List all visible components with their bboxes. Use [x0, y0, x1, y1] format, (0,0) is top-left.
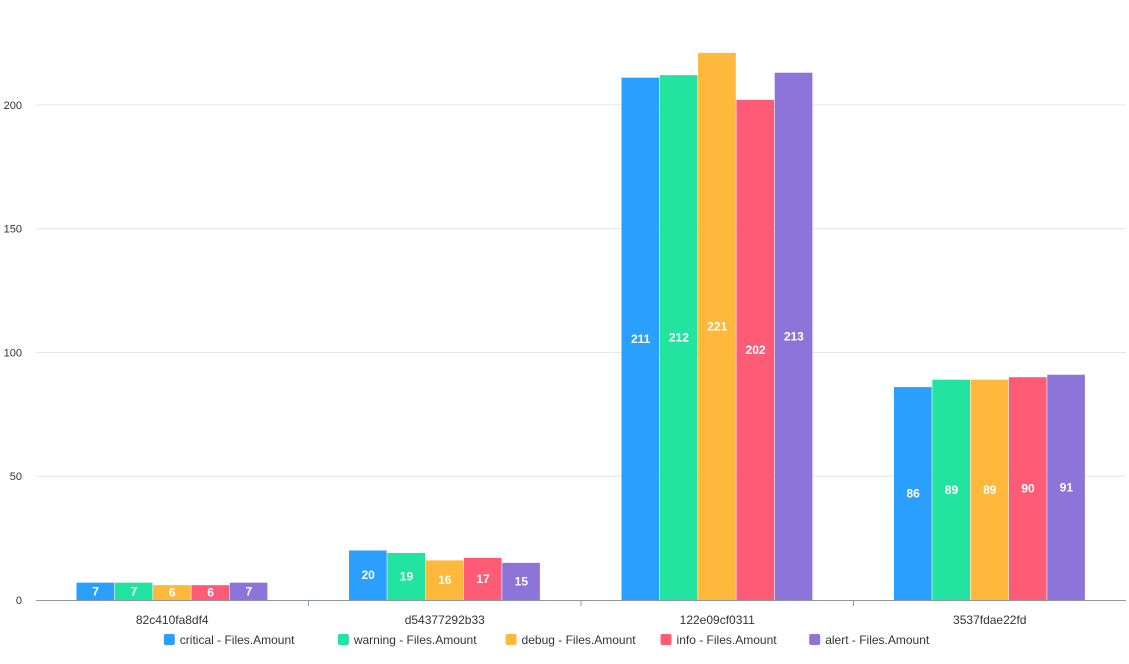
data-label: 89: [983, 483, 997, 497]
data-label: 86: [906, 487, 920, 501]
data-label: 213: [784, 329, 804, 343]
data-label: 16: [438, 573, 452, 587]
bar[interactable]: [1008, 377, 1047, 600]
bar[interactable]: [153, 585, 191, 600]
legend-item[interactable]: alert - Files.Amount: [809, 633, 930, 647]
bar[interactable]: [698, 52, 736, 600]
x-tick-label: 82c410fa8df4: [136, 613, 209, 627]
data-label: 17: [476, 572, 490, 586]
bars: [76, 52, 1085, 600]
bar[interactable]: [387, 552, 425, 600]
bar[interactable]: [349, 550, 387, 600]
legend-swatch: [505, 634, 517, 645]
bar[interactable]: [659, 75, 698, 600]
data-label: 6: [207, 586, 214, 600]
data-label: 15: [515, 574, 529, 588]
x-tick-label: 3537fdae22fd: [953, 613, 1026, 627]
y-tick-label: 50: [10, 471, 22, 483]
data-label: 19: [400, 569, 414, 583]
y-tick-label: 200: [4, 100, 22, 112]
y-tick-label: 100: [4, 347, 22, 359]
bar[interactable]: [894, 387, 932, 600]
legend-item[interactable]: warning - Files.Amount: [337, 633, 477, 647]
bar[interactable]: [191, 585, 230, 600]
data-label: 89: [945, 483, 959, 497]
bar[interactable]: [774, 72, 813, 600]
bar[interactable]: [425, 560, 464, 600]
legend-label: warning - Files.Amount: [353, 633, 477, 647]
legend-swatch: [163, 634, 175, 645]
y-tick-label: 0: [16, 595, 22, 607]
data-label: 91: [1060, 480, 1074, 494]
legend-label: debug - Files.Amount: [522, 633, 637, 647]
data-label: 20: [361, 568, 375, 582]
x-axis: 82c410fa8df4 d54377292b33 122e09cf0311 3537…: [36, 600, 1126, 627]
legend-item[interactable]: info - Files.Amount: [660, 633, 778, 647]
data-labels: 7 7 6 6 7 20 19 16 17 15 211 212 221 202 213 86 89 89 90 91: [92, 319, 1073, 599]
legend-label: info - Files.Amount: [677, 633, 778, 647]
x-tick-label: d54377292b33: [405, 613, 485, 627]
legend-swatch: [337, 634, 349, 645]
bar[interactable]: [1047, 374, 1085, 600]
legend-swatch: [660, 634, 672, 645]
data-label: 90: [1021, 482, 1035, 496]
data-label: 212: [669, 331, 689, 345]
legend-swatch: [809, 634, 821, 645]
data-label: 7: [246, 584, 253, 598]
bar[interactable]: [229, 582, 268, 600]
bar[interactable]: [736, 99, 775, 600]
legend[interactable]: critical - Files.Amount warning - Files.A…: [163, 633, 930, 647]
data-label: 7: [92, 584, 99, 598]
bar[interactable]: [463, 557, 502, 600]
bar[interactable]: [502, 562, 540, 600]
y-tick-label: 150: [4, 224, 22, 236]
data-label: 202: [746, 343, 766, 357]
bar[interactable]: [970, 379, 1009, 600]
x-tick-label: 122e09cf0311: [680, 613, 756, 627]
data-label: 211: [631, 332, 651, 346]
bar[interactable]: [114, 582, 153, 600]
bar[interactable]: [621, 77, 660, 600]
legend-item[interactable]: critical - Files.Amount: [163, 633, 295, 647]
y-axis-ticks: 0 50 100 150 200: [4, 100, 22, 607]
legend-item[interactable]: debug - Files.Amount: [505, 633, 637, 647]
legend-label: alert - Files.Amount: [825, 633, 930, 647]
bar[interactable]: [932, 379, 970, 600]
legend-label: critical - Files.Amount: [180, 633, 295, 647]
bar[interactable]: [76, 582, 115, 600]
data-label: 221: [707, 319, 727, 333]
data-label: 7: [131, 584, 138, 598]
data-label: 6: [169, 586, 176, 600]
